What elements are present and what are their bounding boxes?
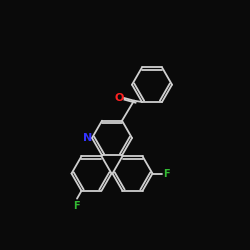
Text: O: O bbox=[114, 93, 124, 103]
Text: F: F bbox=[164, 168, 170, 178]
Text: N: N bbox=[83, 133, 92, 143]
Text: F: F bbox=[73, 200, 79, 210]
